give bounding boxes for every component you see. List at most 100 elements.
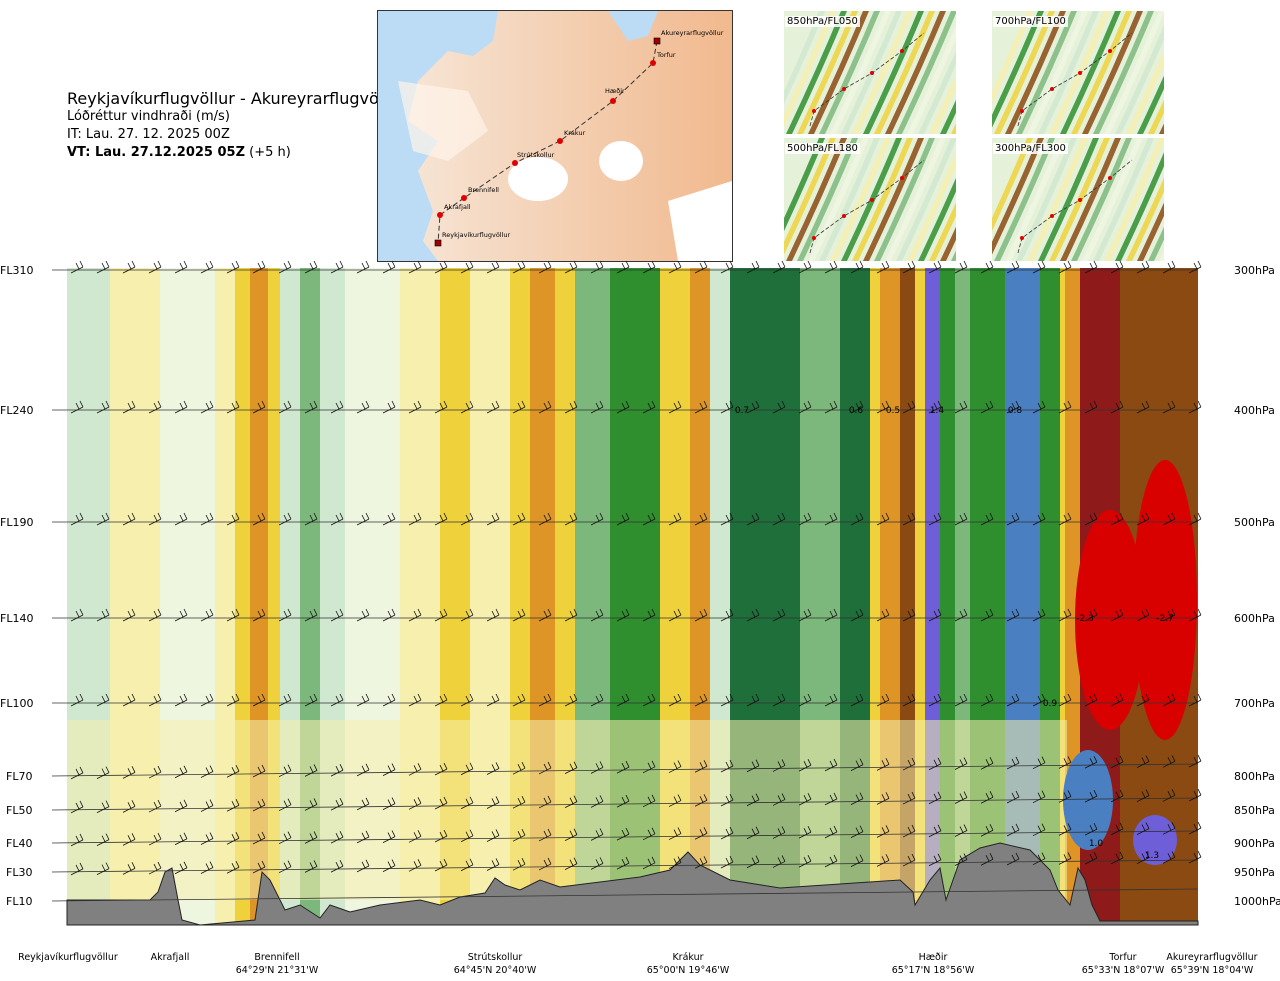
valid-time-label: VT: Lau. 27.12.2025 05Z [67, 145, 246, 160]
wind-barb [668, 827, 682, 840]
wind-barb [538, 761, 552, 775]
thumbnail-850[interactable]: 850hPa/FL050 [784, 11, 956, 134]
thumb-stripe [1104, 11, 1164, 134]
wind-barb [954, 693, 968, 707]
thumbnail-850-label: 850hPa/FL050 [785, 16, 860, 27]
map-lowland [398, 81, 488, 161]
wind-barb [876, 792, 890, 805]
wind-barb [408, 763, 422, 776]
wind-barb [1084, 608, 1098, 622]
wind-barb [304, 798, 318, 811]
wind-barb [512, 260, 526, 274]
wind-barb [1084, 400, 1098, 414]
station-coord: 65°39'N 18°04'W [1171, 965, 1254, 976]
wind-barb [200, 861, 214, 874]
wind-barb [96, 400, 110, 414]
wind-barb [278, 798, 292, 812]
wind-barb [70, 608, 84, 622]
wind-barb [200, 608, 214, 622]
wind-barb [148, 608, 162, 622]
wind-barb [824, 693, 838, 707]
wind-barb [772, 608, 786, 622]
thumbnail-500[interactable]: 500hPa/FL180 [784, 138, 956, 261]
level-line [51, 888, 1199, 902]
wind-barb [1058, 693, 1072, 707]
wind-barb [304, 693, 318, 707]
wind-barb [174, 832, 188, 846]
wind-barb [538, 828, 552, 842]
thumb-route [809, 32, 925, 127]
waypoint-label: Hæðir [605, 87, 625, 95]
wind-barb [616, 856, 630, 870]
thumb-stripe [992, 11, 1044, 128]
glacier-vatnajokull [668, 181, 732, 261]
thumb-stripe [830, 138, 891, 261]
wind-barb [538, 795, 552, 809]
wind-barb [1162, 851, 1176, 864]
wind-barb [252, 831, 266, 845]
wind-barb [928, 608, 942, 622]
wind-barb [278, 400, 292, 414]
wind-barb [746, 512, 760, 526]
thumbnail-300-map [992, 138, 1164, 261]
wind-barb [252, 798, 266, 812]
wind-barb [460, 693, 474, 707]
thumb-waypoint [1078, 198, 1082, 202]
wind-barb [928, 512, 942, 526]
wind-barb [460, 608, 474, 622]
wind-barb [1058, 260, 1072, 274]
wind-barb [512, 796, 526, 809]
wind-barb [694, 693, 708, 707]
route-title: Reykjavíkurflugvöllur - Akureyrarflugvöl… [67, 89, 405, 108]
wind-barb [174, 512, 188, 526]
wind-barb [1188, 821, 1202, 835]
wind-barb [96, 260, 110, 274]
wind-barb [70, 693, 84, 707]
wind-barb [330, 693, 344, 707]
station-name: Akureyrarflugvöllur [1166, 952, 1257, 963]
pressure-level-label: 400hPa [1234, 404, 1275, 417]
contour-value-label: 1.3 [1145, 851, 1159, 861]
wind-barb [252, 260, 266, 274]
wind-barb [486, 796, 500, 809]
wind-barb [460, 858, 474, 872]
wind-barb [512, 829, 526, 842]
wind-barb [512, 762, 526, 775]
downdraft-core-2 [1133, 460, 1197, 740]
wind-barb [772, 693, 786, 707]
wind-barb [720, 793, 734, 807]
wind-barb [694, 760, 708, 773]
wind-barb [616, 608, 630, 622]
wind-barb [668, 693, 682, 707]
wind-barb [408, 693, 422, 707]
wind-barb [356, 763, 370, 777]
wind-barb [798, 608, 812, 622]
wind-barb [226, 608, 240, 622]
wind-barb [642, 760, 656, 774]
wind-barb [954, 608, 968, 622]
wind-barb [408, 859, 422, 872]
thumb-stripe [1148, 99, 1164, 134]
wind-barb [226, 260, 240, 274]
wind-barb [668, 512, 682, 526]
wind-barb [434, 796, 448, 810]
wind-barb [174, 799, 188, 813]
thumb-stripe [863, 138, 924, 261]
wind-barb [902, 400, 916, 414]
wind-barb [1032, 512, 1046, 526]
map-fjord-north [608, 11, 658, 41]
wind-barb [1188, 754, 1202, 768]
wind-barb [1136, 260, 1150, 274]
thumbnail-300[interactable]: 300hPa/FL300 [992, 138, 1164, 261]
wind-barb [746, 855, 760, 869]
wind-barb [876, 608, 890, 622]
wind-barb [1032, 400, 1046, 414]
thumbnail-700[interactable]: 700hPa/FL100 [992, 11, 1164, 134]
wind-barb [252, 693, 266, 707]
wind-barb [1006, 608, 1020, 622]
contour-value-label: 1.0 [1089, 839, 1104, 849]
wind-barb [772, 793, 786, 806]
flight-level-label: FL30 [6, 866, 32, 879]
wind-barb [694, 400, 708, 414]
wind-barb [1110, 755, 1124, 769]
